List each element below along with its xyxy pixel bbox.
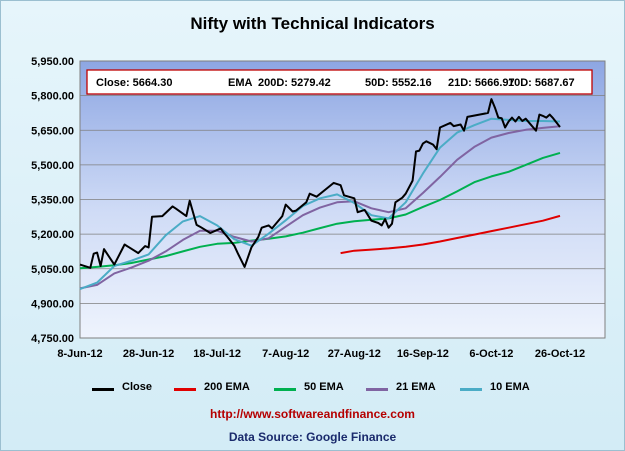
- series-line-10-ema: [79, 117, 561, 291]
- x-tick-label: 28-Jun-12: [123, 348, 174, 360]
- x-tick-label: 6-Oct-12: [469, 348, 513, 360]
- legend-label-21ema: 21 EMA: [396, 381, 436, 393]
- series-line-200-ema: [340, 214, 561, 255]
- legend-label-close: Close: [122, 381, 152, 393]
- x-tick-label: 26-Oct-12: [535, 348, 585, 360]
- x-tick-label: 16-Sep-12: [397, 348, 449, 360]
- y-tick-label: 5,050.00: [31, 264, 74, 276]
- info-box: Close: 5664.30 EMA 200D: 5279.42 50D: 55…: [86, 69, 593, 95]
- x-tick-label: 18-Jul-12: [193, 348, 241, 360]
- x-axis-ticks: 8-Jun-12 28-Jun-12 18-Jul-12 7-Aug-12 27-Aug…: [57, 348, 585, 360]
- info-ema-label: EMA: [228, 77, 253, 89]
- legend-swatch-close: [92, 388, 114, 391]
- y-tick-label: 5,650.00: [31, 125, 74, 137]
- x-tick-label: 7-Aug-12: [262, 348, 309, 360]
- info-200d: 200D: 5279.42: [258, 77, 331, 89]
- info-10d: 10D: 5687.67: [508, 77, 575, 89]
- y-tick-label: 4,750.00: [31, 333, 74, 345]
- y-tick-label: 5,200.00: [31, 229, 74, 241]
- y-axis-ticks: 4,750.00 4,900.00 5,050.00 5,200.00 5,350.00…: [31, 56, 74, 345]
- legend-label-10ema: 10 EMA: [490, 381, 530, 393]
- x-tick-label: 8-Jun-12: [57, 348, 102, 360]
- source-url-link[interactable]: http://www.softwareandfinance.com: [210, 407, 415, 421]
- legend-swatch-50ema: [274, 388, 296, 391]
- chart-title: Nifty with Technical Indicators: [190, 14, 435, 33]
- y-tick-label: 5,800.00: [31, 91, 74, 103]
- y-tick-label: 5,350.00: [31, 195, 74, 207]
- series-lines: [79, 98, 561, 291]
- series-line-close: [79, 98, 561, 269]
- legend: Close 200 EMA 50 EMA 21 EMA 10 EMA: [92, 381, 542, 397]
- info-50d: 50D: 5552.16: [365, 77, 432, 89]
- x-tick-label: 27-Aug-12: [328, 348, 381, 360]
- y-tick-label: 5,950.00: [31, 56, 74, 68]
- series-line-50-ema: [79, 151, 561, 270]
- legend-label-200ema: 200 EMA: [204, 381, 250, 393]
- data-source-text: Data Source: Google Finance: [228, 430, 397, 444]
- info-21d: 21D: 5666.97: [448, 77, 515, 89]
- series-line-21-ema: [79, 125, 561, 290]
- legend-label-50ema: 50 EMA: [304, 381, 344, 393]
- y-tick-label: 4,900.00: [31, 298, 74, 310]
- legend-swatch-10ema: [460, 388, 482, 391]
- legend-swatch-21ema: [366, 388, 388, 391]
- legend-swatch-200ema: [174, 388, 196, 391]
- info-close: Close: 5664.30: [96, 77, 172, 89]
- y-tick-label: 5,500.00: [31, 160, 74, 172]
